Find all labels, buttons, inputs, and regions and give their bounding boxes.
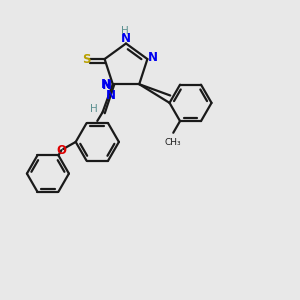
- Text: N: N: [106, 89, 116, 102]
- Text: N: N: [101, 78, 111, 91]
- Text: O: O: [56, 144, 66, 157]
- Text: CH₃: CH₃: [165, 138, 181, 147]
- Text: N: N: [148, 51, 158, 64]
- Text: N: N: [102, 79, 112, 92]
- Text: S: S: [82, 52, 91, 65]
- Text: H: H: [90, 104, 98, 114]
- Text: H: H: [121, 26, 128, 36]
- Text: N: N: [121, 32, 131, 45]
